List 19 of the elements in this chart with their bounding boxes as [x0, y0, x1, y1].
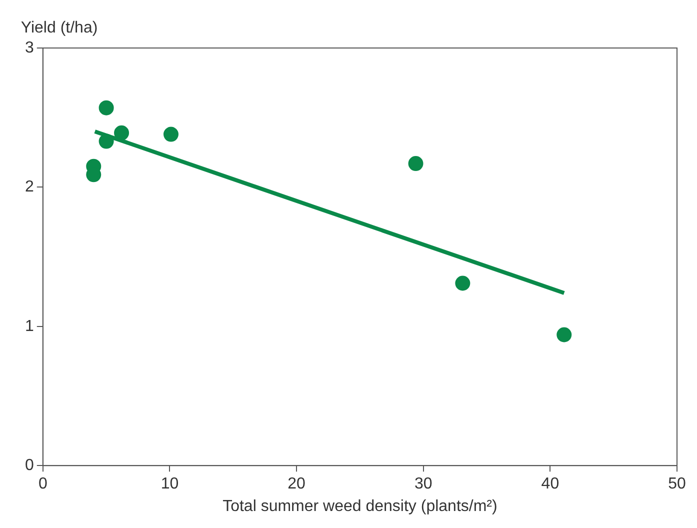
y-tick-label: 0	[24, 457, 34, 474]
point	[98, 134, 114, 149]
point	[114, 125, 130, 140]
point	[556, 327, 572, 342]
point	[98, 100, 114, 116]
y-tick-label: 2	[24, 178, 34, 196]
point	[163, 126, 178, 142]
x-tick-label: 30	[414, 476, 432, 493]
x-axis-title: Total summer weed density (plants/m²)	[222, 498, 498, 515]
y-axis-title: Yield (t/ha)	[20, 19, 98, 36]
y-tick-label: 1	[24, 318, 34, 335]
x-tick-label: 50	[668, 476, 686, 493]
x-tick-label: 10	[160, 476, 179, 493]
x-tick-label: 40	[541, 476, 560, 493]
point	[408, 156, 424, 172]
point	[455, 276, 470, 291]
y-tick-label: 3	[24, 39, 34, 56]
x-tick-label: 0	[38, 476, 48, 493]
x-tick-label: 20	[288, 476, 306, 493]
